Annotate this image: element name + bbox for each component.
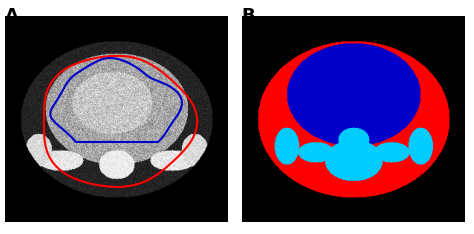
Text: A: A bbox=[5, 7, 18, 25]
Text: B: B bbox=[242, 7, 255, 25]
